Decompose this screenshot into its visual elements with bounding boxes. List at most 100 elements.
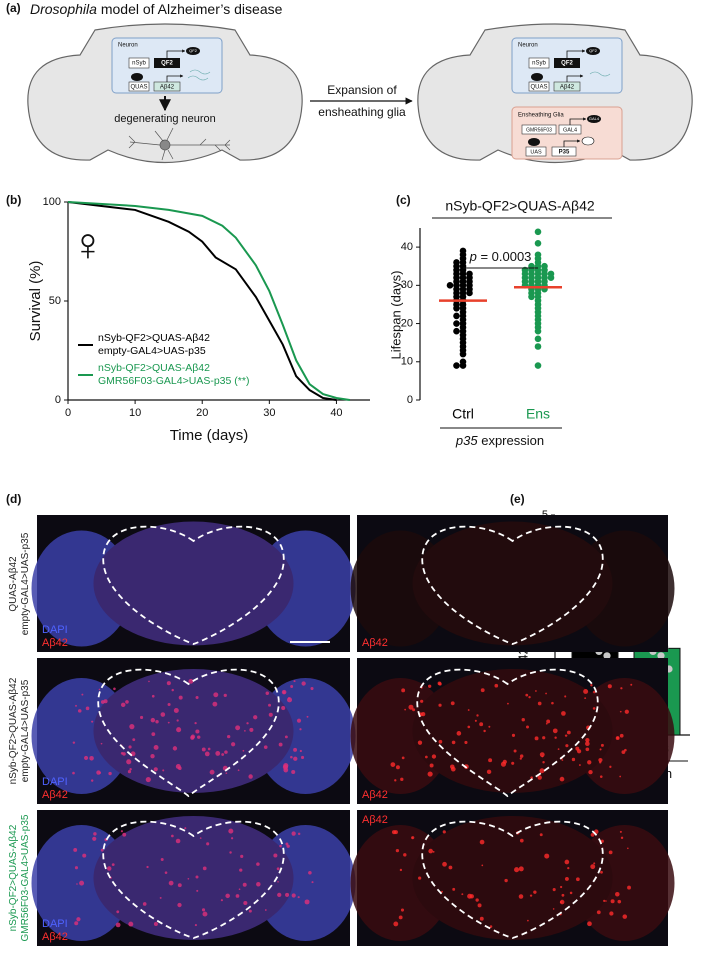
signal-spot <box>244 729 246 732</box>
signal-spot <box>240 854 244 858</box>
signal-spot <box>452 887 456 891</box>
signal-spot <box>621 750 626 755</box>
signal-spot <box>89 756 94 761</box>
data-point <box>459 350 467 358</box>
signal-spot <box>438 739 443 744</box>
signal-spot <box>451 740 456 745</box>
signal-spot <box>599 761 602 764</box>
signal-spot <box>281 706 286 711</box>
gene-label: Aβ42 <box>560 85 575 91</box>
signal-spot <box>177 883 182 888</box>
signal-spot <box>590 684 593 687</box>
signal-spot <box>107 866 112 871</box>
signal-spot <box>171 688 174 692</box>
signal-spot <box>514 867 520 873</box>
protein-label: QF2 <box>589 48 598 53</box>
signal-spot <box>178 766 182 771</box>
signal-spot <box>231 742 236 747</box>
signal-spot <box>393 830 398 835</box>
signal-spot <box>537 701 542 706</box>
signal-spot <box>98 688 101 691</box>
signal-spot <box>546 719 551 724</box>
signal-spot <box>311 881 314 884</box>
signal-spot <box>624 709 629 714</box>
signal-spot <box>417 740 423 745</box>
signal-spot <box>162 769 165 772</box>
signal-spot <box>246 722 249 725</box>
signal-spot <box>408 704 414 710</box>
signal-spot <box>293 756 298 761</box>
signal-spot <box>172 746 178 751</box>
stain-label: Aβ42 <box>362 637 388 649</box>
signal-spot <box>567 866 570 870</box>
signal-spot <box>202 911 208 917</box>
signal-spot <box>561 893 565 897</box>
signal-spot <box>72 741 76 744</box>
signal-spot <box>608 850 613 855</box>
signal-spot <box>587 760 592 765</box>
signal-spot <box>615 736 620 741</box>
signal-spot <box>273 853 278 858</box>
y-tick-label: 0 <box>407 394 413 406</box>
signal-spot <box>519 757 522 760</box>
signal-spot <box>212 701 218 707</box>
signal-spot <box>72 771 75 775</box>
signal-spot <box>404 708 406 711</box>
signal-spot <box>277 880 279 883</box>
signal-spot <box>600 743 604 747</box>
x-tick-label: 20 <box>196 407 208 419</box>
signal-spot <box>167 702 171 707</box>
signal-spot <box>551 701 554 705</box>
signal-spot <box>552 888 556 892</box>
signal-spot <box>293 680 296 683</box>
signal-spot <box>142 902 147 906</box>
signal-spot <box>168 880 174 886</box>
x-tick-label: 10 <box>129 407 141 419</box>
micrograph: Aβ42 <box>350 658 675 804</box>
signal-spot <box>542 761 545 764</box>
signal-spot <box>263 745 268 750</box>
signal-spot <box>194 721 197 725</box>
signal-spot <box>282 691 286 694</box>
signal-spot <box>599 748 602 751</box>
signal-spot <box>585 747 590 752</box>
signal-spot <box>92 836 97 841</box>
signal-spot <box>125 700 129 704</box>
signal-spot <box>160 858 164 862</box>
signal-spot <box>527 919 529 922</box>
signal-spot <box>442 861 447 867</box>
gene-label: P35 <box>559 150 570 156</box>
signal-spot <box>438 703 442 707</box>
signal-spot <box>593 862 596 865</box>
signal-spot <box>291 831 296 836</box>
y-tick-label: 100 <box>43 196 61 208</box>
signal-spot <box>242 749 245 752</box>
signal-spot <box>401 688 406 693</box>
signal-spot <box>418 876 422 880</box>
signal-spot <box>196 889 199 892</box>
gene-label: QUAS <box>530 85 547 91</box>
signal-spot <box>429 763 434 768</box>
signal-spot <box>150 754 155 759</box>
stain-label: Aβ42 <box>362 814 388 826</box>
signal-spot <box>184 827 187 830</box>
signal-spot <box>504 878 508 883</box>
signal-spot <box>519 838 524 843</box>
signal-spot <box>588 769 593 775</box>
signal-spot <box>619 733 624 738</box>
signal-spot <box>301 681 306 686</box>
signal-spot <box>437 681 442 686</box>
signal-spot <box>74 866 78 870</box>
panel-label: (a) <box>6 1 21 15</box>
signal-spot <box>77 709 82 713</box>
signal-spot <box>552 728 558 734</box>
signal-spot <box>286 844 290 848</box>
micrograph: Aβ42 <box>350 515 675 652</box>
region-outline <box>416 668 599 798</box>
signal-spot <box>610 899 615 904</box>
signal-spot <box>461 893 464 896</box>
signal-spot <box>225 772 228 775</box>
signal-spot <box>587 921 592 927</box>
x-tick-label: Ctrl <box>452 406 474 422</box>
